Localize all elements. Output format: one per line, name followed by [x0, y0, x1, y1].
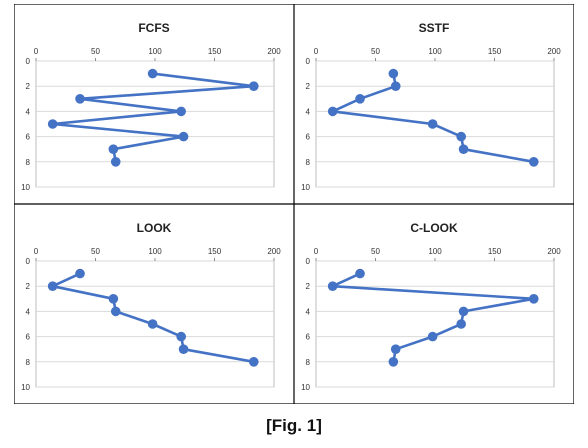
data-point: [427, 331, 438, 342]
x-tick-label: 150: [488, 47, 502, 56]
x-tick-label: 50: [91, 47, 100, 56]
y-tick-label: 6: [306, 333, 311, 342]
data-point: [178, 131, 189, 142]
data-point: [327, 281, 338, 291]
y-tick-label: 8: [26, 358, 31, 367]
data-point: [110, 306, 121, 317]
x-tick-label: 200: [267, 247, 281, 256]
y-tick-label: 0: [306, 257, 311, 266]
x-tick-label: 50: [371, 47, 380, 56]
x-tick-label: 100: [148, 247, 162, 256]
y-tick-label: 10: [301, 183, 310, 192]
y-tick-label: 8: [26, 158, 31, 167]
data-point: [176, 106, 186, 117]
y-tick-label: 2: [26, 82, 31, 91]
x-tick-label: 0: [34, 47, 39, 56]
y-tick-label: 10: [301, 383, 310, 392]
data-point: [110, 157, 121, 167]
y-tick-label: 6: [26, 133, 31, 142]
data-point: [388, 357, 399, 367]
y-tick-label: 0: [306, 57, 311, 66]
y-tick-label: 6: [26, 333, 31, 342]
x-tick-label: 100: [148, 47, 162, 56]
figure-caption: [Fig. 1]: [266, 416, 322, 435]
x-tick-label: 150: [488, 247, 502, 256]
series-line: [51, 72, 256, 163]
data-point: [390, 344, 401, 354]
x-tick-label: 200: [547, 47, 561, 56]
data-point: [528, 157, 539, 167]
data-point: [355, 268, 365, 279]
x-tick-label: 100: [428, 47, 442, 56]
data-point: [355, 94, 365, 104]
y-tick-label: 2: [306, 282, 311, 291]
data-point: [327, 106, 338, 117]
y-tick-label: 10: [21, 183, 30, 192]
x-tick-label: 50: [371, 247, 380, 256]
data-point: [75, 268, 85, 279]
y-tick-label: 4: [26, 307, 31, 316]
data-point: [388, 68, 399, 79]
data-point: [390, 81, 401, 91]
data-point: [75, 94, 85, 104]
y-tick-label: 2: [26, 282, 31, 291]
x-tick-label: 0: [314, 47, 319, 56]
data-point: [108, 294, 119, 304]
data-point: [108, 144, 119, 154]
y-tick-label: 4: [306, 307, 311, 316]
data-point: [248, 357, 259, 367]
data-point: [458, 306, 469, 317]
chart-title: SSTF: [419, 21, 450, 35]
x-tick-label: 150: [208, 247, 222, 256]
x-tick-label: 150: [208, 47, 222, 56]
chart-title: LOOK: [137, 221, 172, 235]
data-point: [176, 331, 186, 342]
data-point: [458, 144, 469, 154]
y-tick-label: 10: [21, 383, 30, 392]
x-tick-label: 0: [34, 247, 39, 256]
y-tick-label: 0: [26, 257, 31, 266]
data-point: [427, 119, 438, 129]
x-tick-label: 200: [267, 47, 281, 56]
x-tick-label: 50: [91, 247, 100, 256]
y-tick-label: 8: [306, 158, 311, 167]
data-point: [248, 81, 259, 91]
data-point: [528, 294, 539, 304]
y-tick-label: 8: [306, 358, 311, 367]
y-tick-label: 6: [306, 133, 311, 142]
data-point: [456, 131, 466, 142]
data-point: [47, 281, 58, 291]
y-tick-label: 4: [26, 107, 31, 116]
data-point: [147, 68, 158, 79]
series-line: [331, 272, 536, 363]
y-tick-label: 2: [306, 82, 311, 91]
y-tick-label: 0: [26, 57, 31, 66]
chart-title: C-LOOK: [410, 221, 458, 235]
x-tick-label: 100: [428, 247, 442, 256]
data-point: [178, 344, 189, 354]
data-point: [147, 319, 158, 329]
x-tick-label: 0: [314, 247, 319, 256]
y-tick-label: 4: [306, 107, 311, 116]
x-tick-label: 200: [547, 247, 561, 256]
chart-title: FCFS: [138, 21, 169, 35]
data-point: [47, 119, 58, 129]
data-point: [456, 319, 466, 329]
